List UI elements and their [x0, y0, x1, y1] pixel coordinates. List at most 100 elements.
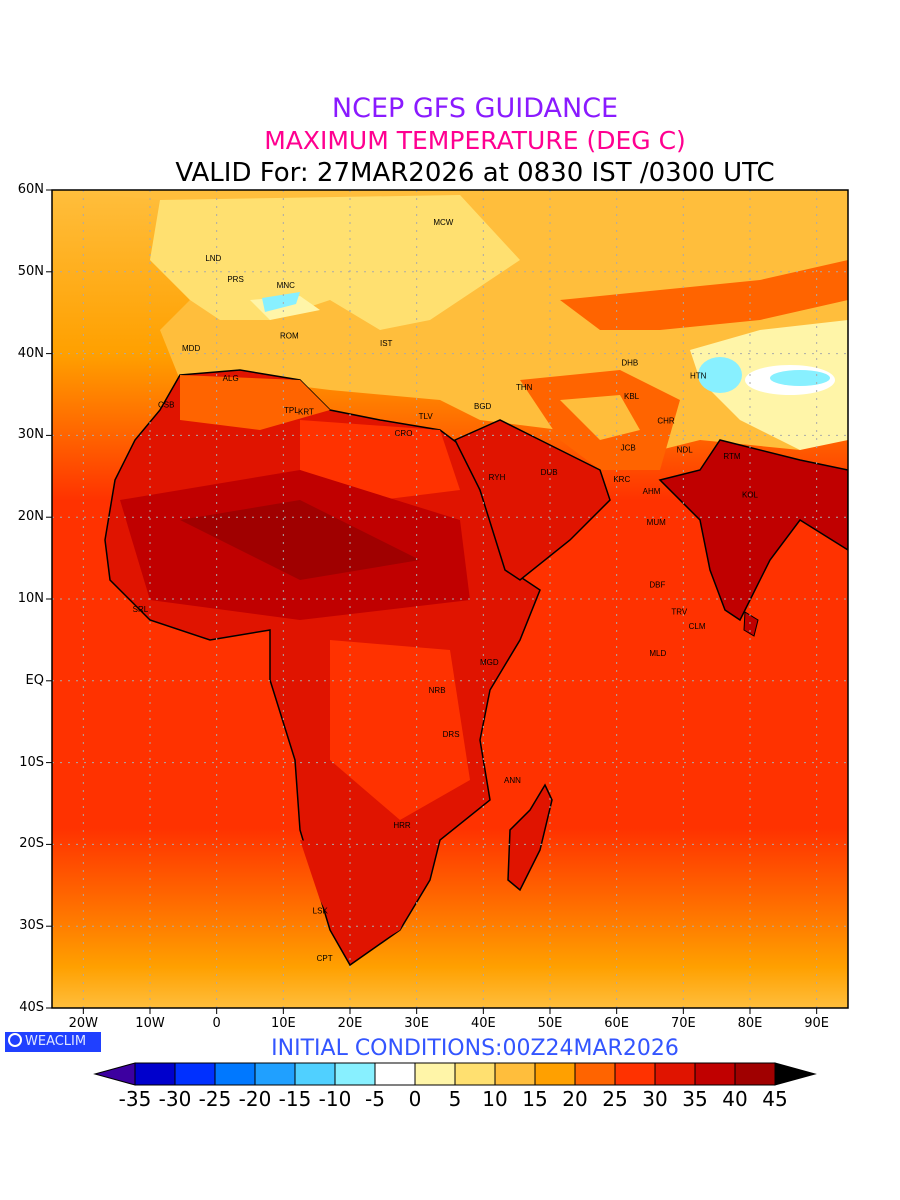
lon-label: 20W — [68, 1016, 99, 1031]
lat-label: 30S — [19, 918, 44, 934]
city-label: MDD — [182, 344, 200, 353]
lon-label: 70E — [670, 1016, 696, 1031]
colorbar-label: -20 — [238, 1087, 272, 1111]
colorbar-label: 10 — [482, 1087, 508, 1111]
colorbar-label: 35 — [682, 1087, 708, 1111]
city-label: CPT — [317, 954, 333, 963]
lat-label: 10S — [19, 754, 44, 770]
city-label: LND — [205, 254, 221, 263]
valid-time: VALID For: 27MAR2026 at 0830 IST /0300 U… — [175, 158, 775, 188]
lon-label: 20E — [337, 1016, 363, 1031]
logo-text: WEACLIM — [25, 1034, 87, 1049]
city-label: THN — [516, 383, 533, 392]
weaclim-logo: WEACLIM — [5, 1032, 101, 1052]
city-label: MUM — [647, 518, 666, 527]
city-label: TLV — [419, 412, 434, 421]
city-label: HTN — [690, 372, 707, 381]
city-label: CSB — [158, 400, 174, 409]
lon-label: 40E — [470, 1016, 496, 1031]
city-label: DBF — [649, 580, 665, 589]
city-label: LSK — [313, 907, 329, 916]
city-label: KRC — [613, 475, 630, 484]
colorbar-label: -30 — [158, 1087, 192, 1111]
city-label: RTM — [723, 452, 741, 461]
city-label: DRS — [443, 730, 460, 739]
colorbar-swatch — [334, 1062, 376, 1086]
colorbar-label: -15 — [278, 1087, 312, 1111]
chart-title: NCEP GFS GUIDANCE — [331, 93, 619, 124]
colorbar-swatch — [734, 1062, 776, 1086]
map-field: MCW LND PRS MNC ROM MDD ALG IST CSB TPL KRT CRO TLV B… — [52, 190, 848, 1008]
colorbar-label: -10 — [318, 1087, 352, 1111]
lat-label: 60N — [17, 182, 44, 197]
madagascar-land — [507, 783, 553, 892]
city-label: MGD — [480, 658, 499, 667]
city-label: KBL — [624, 392, 640, 401]
colorbar-label: 0 — [408, 1087, 422, 1111]
lat-label: 20N — [17, 509, 44, 525]
city-label: MNC — [277, 281, 295, 290]
colorbar-label: -25 — [198, 1087, 232, 1111]
colorbar-label: 40 — [722, 1087, 748, 1111]
lat-label: 40S — [19, 1000, 44, 1015]
gridlines — [52, 190, 848, 1008]
colorbar-label: 5 — [448, 1087, 462, 1111]
lon-label: 30E — [404, 1016, 430, 1031]
colorbar-swatch — [574, 1062, 616, 1086]
lon-label: 10E — [270, 1016, 296, 1031]
colorbar-label: 25 — [602, 1087, 628, 1111]
city-label: CRO — [395, 429, 413, 438]
city-label: IST — [380, 339, 393, 348]
colorbar-swatch — [494, 1062, 536, 1086]
city-label: NDL — [677, 445, 694, 454]
city-label: NRB — [429, 686, 446, 695]
colorbar-swatch — [454, 1062, 496, 1086]
lon-label: 90E — [804, 1016, 830, 1031]
colorbar-label: 20 — [562, 1087, 588, 1111]
city-label: AHM — [643, 487, 661, 496]
copyright-icon — [8, 1033, 22, 1047]
lat-label: EQ — [25, 672, 44, 688]
colorbar-label: 45 — [762, 1087, 788, 1111]
lat-label: 50N — [17, 263, 44, 279]
lon-label: 50E — [537, 1016, 563, 1031]
colorbar-label: 30 — [642, 1087, 668, 1111]
colorbar-label: 15 — [522, 1087, 548, 1111]
lon-label: 0 — [212, 1016, 221, 1031]
india-land — [658, 439, 848, 622]
city-label: KOL — [742, 490, 759, 499]
colorbar-swatch — [214, 1062, 256, 1086]
lat-label: 10N — [17, 591, 44, 606]
city-label: JCB — [621, 444, 636, 453]
europe-land — [150, 195, 520, 330]
colorbar-swatch — [374, 1062, 416, 1086]
colorbar-swatch — [694, 1062, 736, 1086]
lon-label: 80E — [737, 1016, 763, 1031]
city-labels: MCW LND PRS MNC ROM MDD ALG IST CSB TPL KRT CRO TLV B… — [133, 218, 759, 963]
city-label: KRT — [298, 408, 314, 417]
colorbar — [93, 1062, 817, 1086]
city-label: TPL — [284, 406, 299, 415]
city-label: MLD — [649, 649, 666, 658]
city-label: DHB — [621, 359, 638, 368]
colorbar-swatch — [134, 1062, 176, 1086]
colorbar-swatch — [254, 1062, 296, 1086]
city-label: TRV — [671, 607, 688, 616]
colorbar-swatch — [174, 1062, 216, 1086]
lon-label: 10W — [135, 1016, 165, 1031]
colorbar-over-triangle — [774, 1062, 817, 1086]
arabia-land — [453, 419, 611, 581]
initial-conditions: INITIAL CONDITIONS:00Z24MAR2026 — [271, 1036, 679, 1061]
city-label: SRL — [133, 605, 149, 614]
city-label: ANN — [504, 776, 521, 785]
colorbar-under-triangle — [93, 1062, 136, 1086]
colorbar-swatch — [614, 1062, 656, 1086]
colorbar-swatch — [414, 1062, 456, 1086]
city-label: CHR — [657, 417, 675, 426]
lat-label: 30N — [17, 427, 44, 443]
city-label: HRR — [393, 821, 411, 830]
colorbar-label: -35 — [118, 1087, 152, 1111]
city-label: RYH — [489, 473, 506, 482]
